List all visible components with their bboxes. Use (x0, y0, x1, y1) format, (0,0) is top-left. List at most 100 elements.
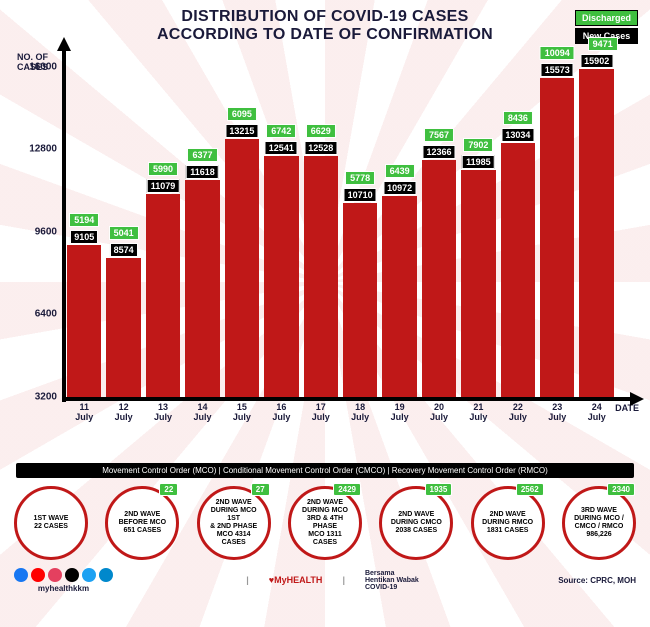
wave-text: 3RD WAVE DURING MCO / CMCO / RMCO 986,22… (574, 507, 624, 539)
bar: 843613034 (501, 143, 535, 397)
discharged-badge: 6095 (227, 107, 257, 121)
x-tick-label: 15July (225, 403, 259, 423)
bar-column: 1009415573 (540, 78, 574, 397)
social-icon[interactable] (65, 568, 79, 582)
x-tick-label: 20July (422, 403, 456, 423)
chart-title: DISTRIBUTION OF COVID-19 CASES ACCORDING… (0, 8, 650, 45)
new-cases-badge: 8574 (110, 243, 138, 257)
y-axis-arrow-icon (57, 37, 71, 51)
bar: 1009415573 (540, 78, 574, 397)
bar: 609513215 (225, 139, 259, 397)
bar: 50418574 (106, 258, 140, 397)
x-tick-label: 17July (304, 403, 338, 423)
wave-text: 2ND WAVE BEFORE MCO 651 CASES (119, 511, 166, 535)
bar: 790211985 (461, 170, 495, 396)
bar-column: 643910972 (382, 196, 416, 396)
x-tick-label: 16July (264, 403, 298, 423)
bar-column: 843613034 (501, 143, 535, 397)
legend-discharged: Discharged (575, 10, 638, 26)
social-icon[interactable] (48, 568, 62, 582)
discharged-badge: 6629 (306, 124, 336, 138)
new-cases-badge: 10710 (344, 188, 377, 202)
bar-column: 756712366 (422, 160, 456, 396)
bar: 637711618 (185, 180, 219, 397)
x-tick-label: 18July (343, 403, 377, 423)
wave-circles-row: 1ST WAVE 22 CASES 2ND WAVE BEFORE MCO 651… (0, 484, 650, 564)
bar: 643910972 (382, 196, 416, 396)
social-icon[interactable] (82, 568, 96, 582)
wave-badge: 2429 (333, 483, 361, 496)
bar-column: 51949105 (67, 245, 101, 397)
y-tick: 12800 (29, 144, 57, 155)
x-tick-label: 19July (382, 403, 416, 423)
footer-left: myhealthkkm (14, 568, 113, 593)
bar-column: 662912528 (304, 156, 338, 396)
discharged-badge: 7902 (463, 138, 493, 152)
discharged-badge: 6377 (187, 148, 217, 162)
new-cases-badge: 15902 (580, 54, 613, 68)
bar: 599011079 (146, 194, 180, 397)
bar: 947115902 (579, 69, 613, 396)
footer-logos: | ♥MyHEALTH | Bersama Hentikan Wabak COV… (246, 570, 425, 591)
new-cases-badge: 9105 (70, 230, 98, 244)
bar: 756712366 (422, 160, 456, 396)
bar: 662912528 (304, 156, 338, 396)
x-tick-label: 22July (501, 403, 535, 423)
wave-circle: 2ND WAVE DURING MCO 3RD & 4TH PHASE MCO … (288, 486, 362, 560)
x-tick-label: 21July (461, 403, 495, 423)
social-handle: myhealthkkm (14, 584, 113, 593)
x-tick-label: 23July (540, 403, 574, 423)
wave-circle: 3RD WAVE DURING MCO / CMCO / RMCO 986,22… (562, 486, 636, 560)
x-axis-line (62, 397, 632, 401)
wave-circle: 2ND WAVE BEFORE MCO 651 CASES 22 (105, 486, 179, 560)
new-cases-badge: 12366 (422, 145, 455, 159)
wave-circle: 2ND WAVE DURING RMCO 1831 CASES 2562 (471, 486, 545, 560)
x-tick-label: 11July (67, 403, 101, 423)
covid-logo: Bersama Hentikan Wabak COVID-19 (365, 570, 425, 591)
bar-column: 609513215 (225, 139, 259, 397)
new-cases-badge: 11618 (186, 165, 219, 179)
bar-column: 50418574 (106, 258, 140, 397)
discharged-badge: 9471 (588, 37, 618, 51)
discharged-badge: 8436 (503, 111, 533, 125)
bar: 577810710 (343, 203, 377, 397)
new-cases-badge: 12528 (304, 141, 337, 155)
wave-text: 2ND WAVE DURING RMCO 1831 CASES (482, 511, 533, 535)
wave-text: 1ST WAVE 22 CASES (34, 515, 69, 531)
wave-badge: 2562 (516, 483, 544, 496)
social-icon[interactable] (31, 568, 45, 582)
wave-text: 2ND WAVE DURING CMCO 2038 CASES (391, 511, 442, 535)
bar-column: 674212541 (264, 156, 298, 397)
content-root: DISTRIBUTION OF COVID-19 CASES ACCORDING… (0, 0, 650, 599)
social-icon[interactable] (14, 568, 28, 582)
wave-circle: 1ST WAVE 22 CASES (14, 486, 88, 560)
discharged-badge: 5041 (109, 226, 139, 240)
wave-circle: 2ND WAVE DURING MCO 1ST & 2ND PHASE MCO … (197, 486, 271, 560)
wave-badge: 22 (159, 483, 178, 496)
discharged-badge: 5990 (148, 162, 178, 176)
x-tick-labels: 11July12July13July14July15July16July17Ju… (63, 403, 618, 423)
new-cases-badge: 13215 (225, 124, 258, 138)
new-cases-badge: 13034 (501, 128, 534, 142)
discharged-badge: 6742 (266, 124, 296, 138)
social-icon[interactable] (99, 568, 113, 582)
y-tick: 9600 (35, 226, 57, 237)
new-cases-badge: 12541 (265, 141, 298, 155)
new-cases-badge: 15573 (541, 63, 574, 77)
title-line-1: DISTRIBUTION OF COVID-19 CASES (181, 8, 468, 25)
discharged-badge: 5778 (345, 171, 375, 185)
myhealth-logo: ♥MyHEALTH (269, 575, 323, 585)
header: DISTRIBUTION OF COVID-19 CASES ACCORDING… (0, 0, 650, 49)
bar: 51949105 (67, 245, 101, 397)
y-axis: 3200640096001280016000 (15, 67, 59, 397)
wave-text: 2ND WAVE DURING MCO 1ST & 2ND PHASE MCO … (204, 499, 264, 547)
source-label: Source: CPRC, MOH (558, 576, 636, 585)
bar-column: 599011079 (146, 194, 180, 397)
discharged-badge: 10094 (540, 46, 575, 60)
social-icons (14, 568, 113, 582)
title-line-2: ACCORDING TO DATE OF CONFIRMATION (157, 26, 493, 43)
discharged-badge: 6439 (385, 164, 415, 178)
bar: 674212541 (264, 156, 298, 397)
bar-column: 790211985 (461, 170, 495, 396)
y-tick: 3200 (35, 391, 57, 402)
